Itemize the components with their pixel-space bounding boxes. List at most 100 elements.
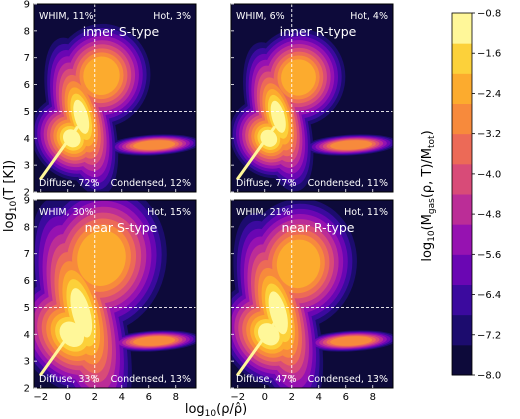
diffuse-label: Diffuse, 77% [236, 178, 296, 189]
contour-level-11 [270, 100, 286, 133]
y-tick-label: 5 [24, 303, 30, 314]
y-tick-label: 2 [24, 188, 30, 199]
colorbar-segment [452, 133, 472, 165]
y-tick-label: 8 [24, 222, 30, 233]
x-tick-label: −2 [230, 392, 245, 403]
panel-3: near S-type WHIM, 30% Hot, 15% Diffuse, 33%… [24, 196, 197, 403]
condensed-label: Condensed, 13% [111, 374, 191, 385]
heatmap-contours [34, 200, 196, 388]
colorbar-segment [452, 43, 472, 74]
colorbar-segment [452, 314, 472, 346]
x-tick-label: 6 [146, 392, 152, 403]
x-tick-label: 2 [92, 392, 98, 403]
colorbar-segment [452, 73, 472, 104]
colorbar-frame [451, 12, 473, 376]
y-tick-label: 4 [24, 330, 30, 341]
panel-title: near R-type [282, 220, 355, 235]
colorbar-tick-label: −3.2 [477, 129, 501, 140]
colorbar-label: log10(Mgas(ρ, T)/Mtot) [420, 130, 437, 261]
y-tick-label: 2 [24, 384, 30, 395]
y-tick-label: 9 [24, 196, 30, 207]
contour-level-11 [268, 291, 288, 335]
y-tick-label: 8 [24, 26, 30, 37]
heatmap-contours [231, 200, 393, 388]
condensed-label: Condensed, 11% [308, 178, 388, 189]
contour-level-8 [330, 140, 373, 150]
colorbar-segment [452, 254, 472, 285]
y-tick-label: 4 [24, 134, 30, 145]
panel-frame [33, 199, 197, 389]
panel-1: inner S-type WHIM, 11% Hot, 3% Diffuse, 72%… [24, 0, 197, 199]
hot-label: Hot, 3% [153, 11, 191, 22]
y-tick-label: 3 [24, 161, 30, 172]
contour-level-9 [77, 230, 126, 286]
y-tick-label: 6 [24, 276, 30, 287]
hot-label: Hot, 15% [147, 207, 191, 218]
colorbar-segment [452, 194, 472, 225]
colorbar-tick-label: −5.6 [477, 250, 501, 261]
y-axis-label: log10(T [K]) [2, 160, 19, 232]
y-tick-label: 7 [24, 249, 30, 260]
colorbar-tick-label: −6.4 [477, 290, 501, 301]
panel-title: inner S-type [83, 24, 160, 39]
condensed-label: Condensed, 13% [308, 374, 388, 385]
x-tick-label: 0 [65, 392, 71, 403]
diffuse-label: Diffuse, 47% [236, 374, 296, 385]
colorbar-tick-label: −7.2 [477, 330, 501, 341]
colorbar-tick-label: −0.8 [477, 9, 501, 20]
hot-label: Hot, 4% [350, 11, 388, 22]
x-tick-label: −2 [33, 392, 48, 403]
whim-label: WHIM, 30% [39, 207, 94, 218]
contour-level-8 [133, 336, 176, 346]
colorbar-segment [452, 103, 472, 135]
colorbar-tick-label: −8.0 [477, 371, 501, 382]
colorbar-segment [452, 224, 472, 255]
colorbar-segment [452, 284, 472, 316]
y-tick-label: 5 [24, 107, 30, 118]
diffuse-label: Diffuse, 33% [39, 374, 99, 385]
y-tick-label: 9 [24, 0, 30, 11]
panel-title: near S-type [85, 220, 158, 235]
x-tick-label: 8 [370, 392, 376, 403]
contour-level-8 [330, 336, 373, 346]
x-tick-label: 4 [316, 392, 322, 403]
heatmap-contours [231, 28, 393, 192]
colorbar-tick-label: −1.6 [477, 49, 501, 60]
colorbar-tick-label: −4.8 [477, 210, 501, 221]
colorbar-tick-label: −2.4 [477, 89, 501, 100]
colorbar-tick-label: −4.0 [477, 169, 501, 180]
panel-frame [230, 199, 394, 389]
colorbar: −0.8 −1.6 −2.4 −3.2 −4.0 −4.8 −5.6 −6.4 −7.2 −8.0… [420, 9, 501, 382]
y-tick-label: 7 [24, 53, 30, 64]
panel-2: inner R-type WHIM, 6% Hot, 4% Diffuse, 77% C… [230, 3, 394, 193]
x-tick-label: 4 [119, 392, 125, 403]
contour-level-8 [133, 140, 176, 150]
panel-frame [33, 3, 197, 193]
y-tick-label: 3 [24, 357, 30, 368]
diffuse-ridge [236, 126, 276, 181]
diffuse-ridge [39, 126, 79, 181]
contour-level-9 [276, 239, 321, 289]
contour-level-9 [83, 56, 120, 95]
colorbar-segment [452, 163, 472, 195]
hot-label: Hot, 11% [344, 207, 388, 218]
contour-level-11 [73, 99, 90, 134]
whim-label: WHIM, 6% [236, 11, 285, 22]
diffuse-label: Diffuse, 72% [39, 178, 99, 189]
colorbar-segment [452, 344, 472, 376]
heatmap-contours [34, 23, 196, 192]
axes-labels: log10(ρ/ρ̂) log10(T [K]) [2, 160, 247, 419]
x-tick-label: 0 [262, 392, 268, 403]
contour-level-11 [70, 288, 93, 338]
colorbar-segment [452, 13, 472, 44]
x-tick-label: 2 [289, 392, 295, 403]
diffuse-ridge [39, 322, 79, 377]
panel-title: inner R-type [280, 24, 357, 39]
x-tick-label: 6 [343, 392, 349, 403]
panel-frame [230, 3, 394, 193]
whim-label: WHIM, 21% [236, 207, 291, 218]
contour-level-9 [281, 59, 316, 96]
y-tick-label: 6 [24, 80, 30, 91]
diffuse-ridge [236, 322, 276, 377]
